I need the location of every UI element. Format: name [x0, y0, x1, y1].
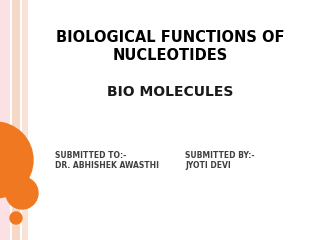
- Bar: [0, 0, 10, 240]
- Circle shape: [0, 122, 33, 198]
- Bar: [12, 0, 20, 240]
- Text: SUBMITTED TO:-: SUBMITTED TO:-: [55, 150, 126, 160]
- Circle shape: [6, 177, 38, 209]
- Text: BIOLOGICAL FUNCTIONS OF: BIOLOGICAL FUNCTIONS OF: [56, 30, 284, 46]
- Text: NUCLEOTIDES: NUCLEOTIDES: [112, 48, 228, 62]
- Text: SUBMITTED BY:-: SUBMITTED BY:-: [185, 150, 254, 160]
- Text: BIO MOLECULES: BIO MOLECULES: [107, 85, 233, 99]
- Circle shape: [10, 212, 22, 224]
- Text: JYOTI DEVI: JYOTI DEVI: [185, 161, 231, 169]
- Text: DR. ABHISHEK AWASTHI: DR. ABHISHEK AWASTHI: [55, 161, 159, 169]
- Bar: [22, 0, 28, 240]
